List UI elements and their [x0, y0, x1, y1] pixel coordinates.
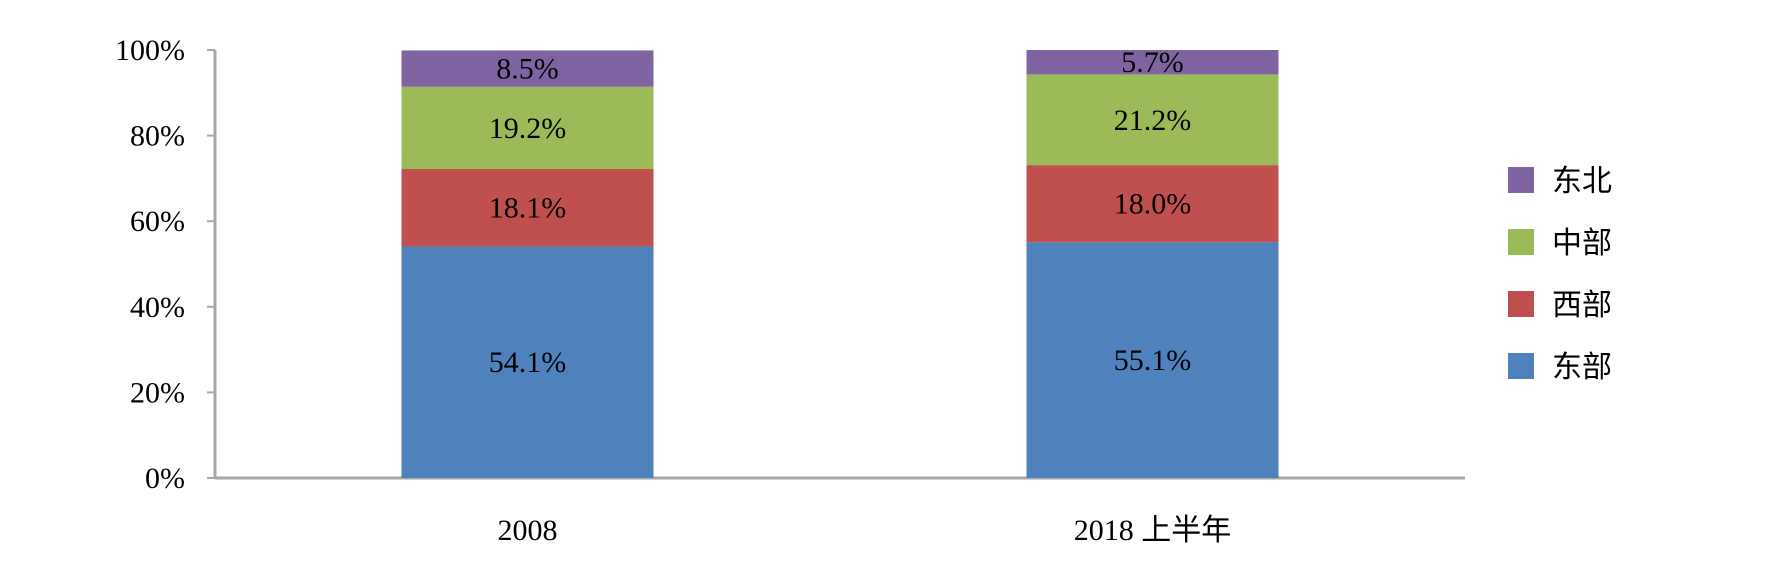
- bar-segment: [1026, 74, 1279, 166]
- legend-swatch: [1508, 291, 1534, 317]
- legend-swatch: [1508, 229, 1534, 255]
- bar-segment: [1026, 242, 1279, 478]
- bar-segment: [401, 246, 654, 478]
- bar-segment: [1026, 165, 1279, 243]
- y-tick-label: 0%: [145, 462, 185, 495]
- legend-swatch: [1508, 353, 1534, 379]
- x-category-label: 2008: [498, 514, 558, 547]
- legend-label: 东部: [1552, 350, 1612, 385]
- data-label: 21.2%: [1114, 104, 1192, 137]
- y-axis-ticks: 0% 20% 40% 60% 80% 100%: [115, 34, 215, 495]
- y-tick-label: 60%: [130, 205, 185, 238]
- data-label: 8.5%: [496, 53, 559, 86]
- legend-label: 东北: [1552, 164, 1612, 199]
- data-label: 5.7%: [1121, 46, 1184, 79]
- y-tick-label: 80%: [130, 120, 185, 153]
- data-label: 19.2%: [489, 112, 567, 145]
- legend-label: 中部: [1552, 226, 1612, 261]
- data-label: 18.1%: [489, 192, 567, 225]
- x-category-label: 2018 上半年: [1074, 514, 1232, 547]
- bar-segment: [1026, 50, 1279, 75]
- bar-segment: [401, 50, 654, 87]
- bar-segment: [401, 168, 654, 247]
- data-label: 54.1%: [489, 346, 567, 379]
- bar-segment: [401, 86, 654, 169]
- data-label: 55.1%: [1114, 344, 1192, 377]
- data-label: 18.0%: [1114, 188, 1192, 221]
- bars: 54.1% 18.1% 19.2% 8.5% 55.1% 18.0% 21.2% 5.7%: [401, 46, 1279, 478]
- y-tick-label: 100%: [115, 34, 185, 67]
- legend-label: 西部: [1552, 288, 1612, 323]
- category-labels: 2008 2018 上半年: [498, 514, 1232, 547]
- y-tick-label: 40%: [130, 291, 185, 324]
- legend-swatch: [1508, 167, 1534, 193]
- y-tick-label: 20%: [130, 376, 185, 409]
